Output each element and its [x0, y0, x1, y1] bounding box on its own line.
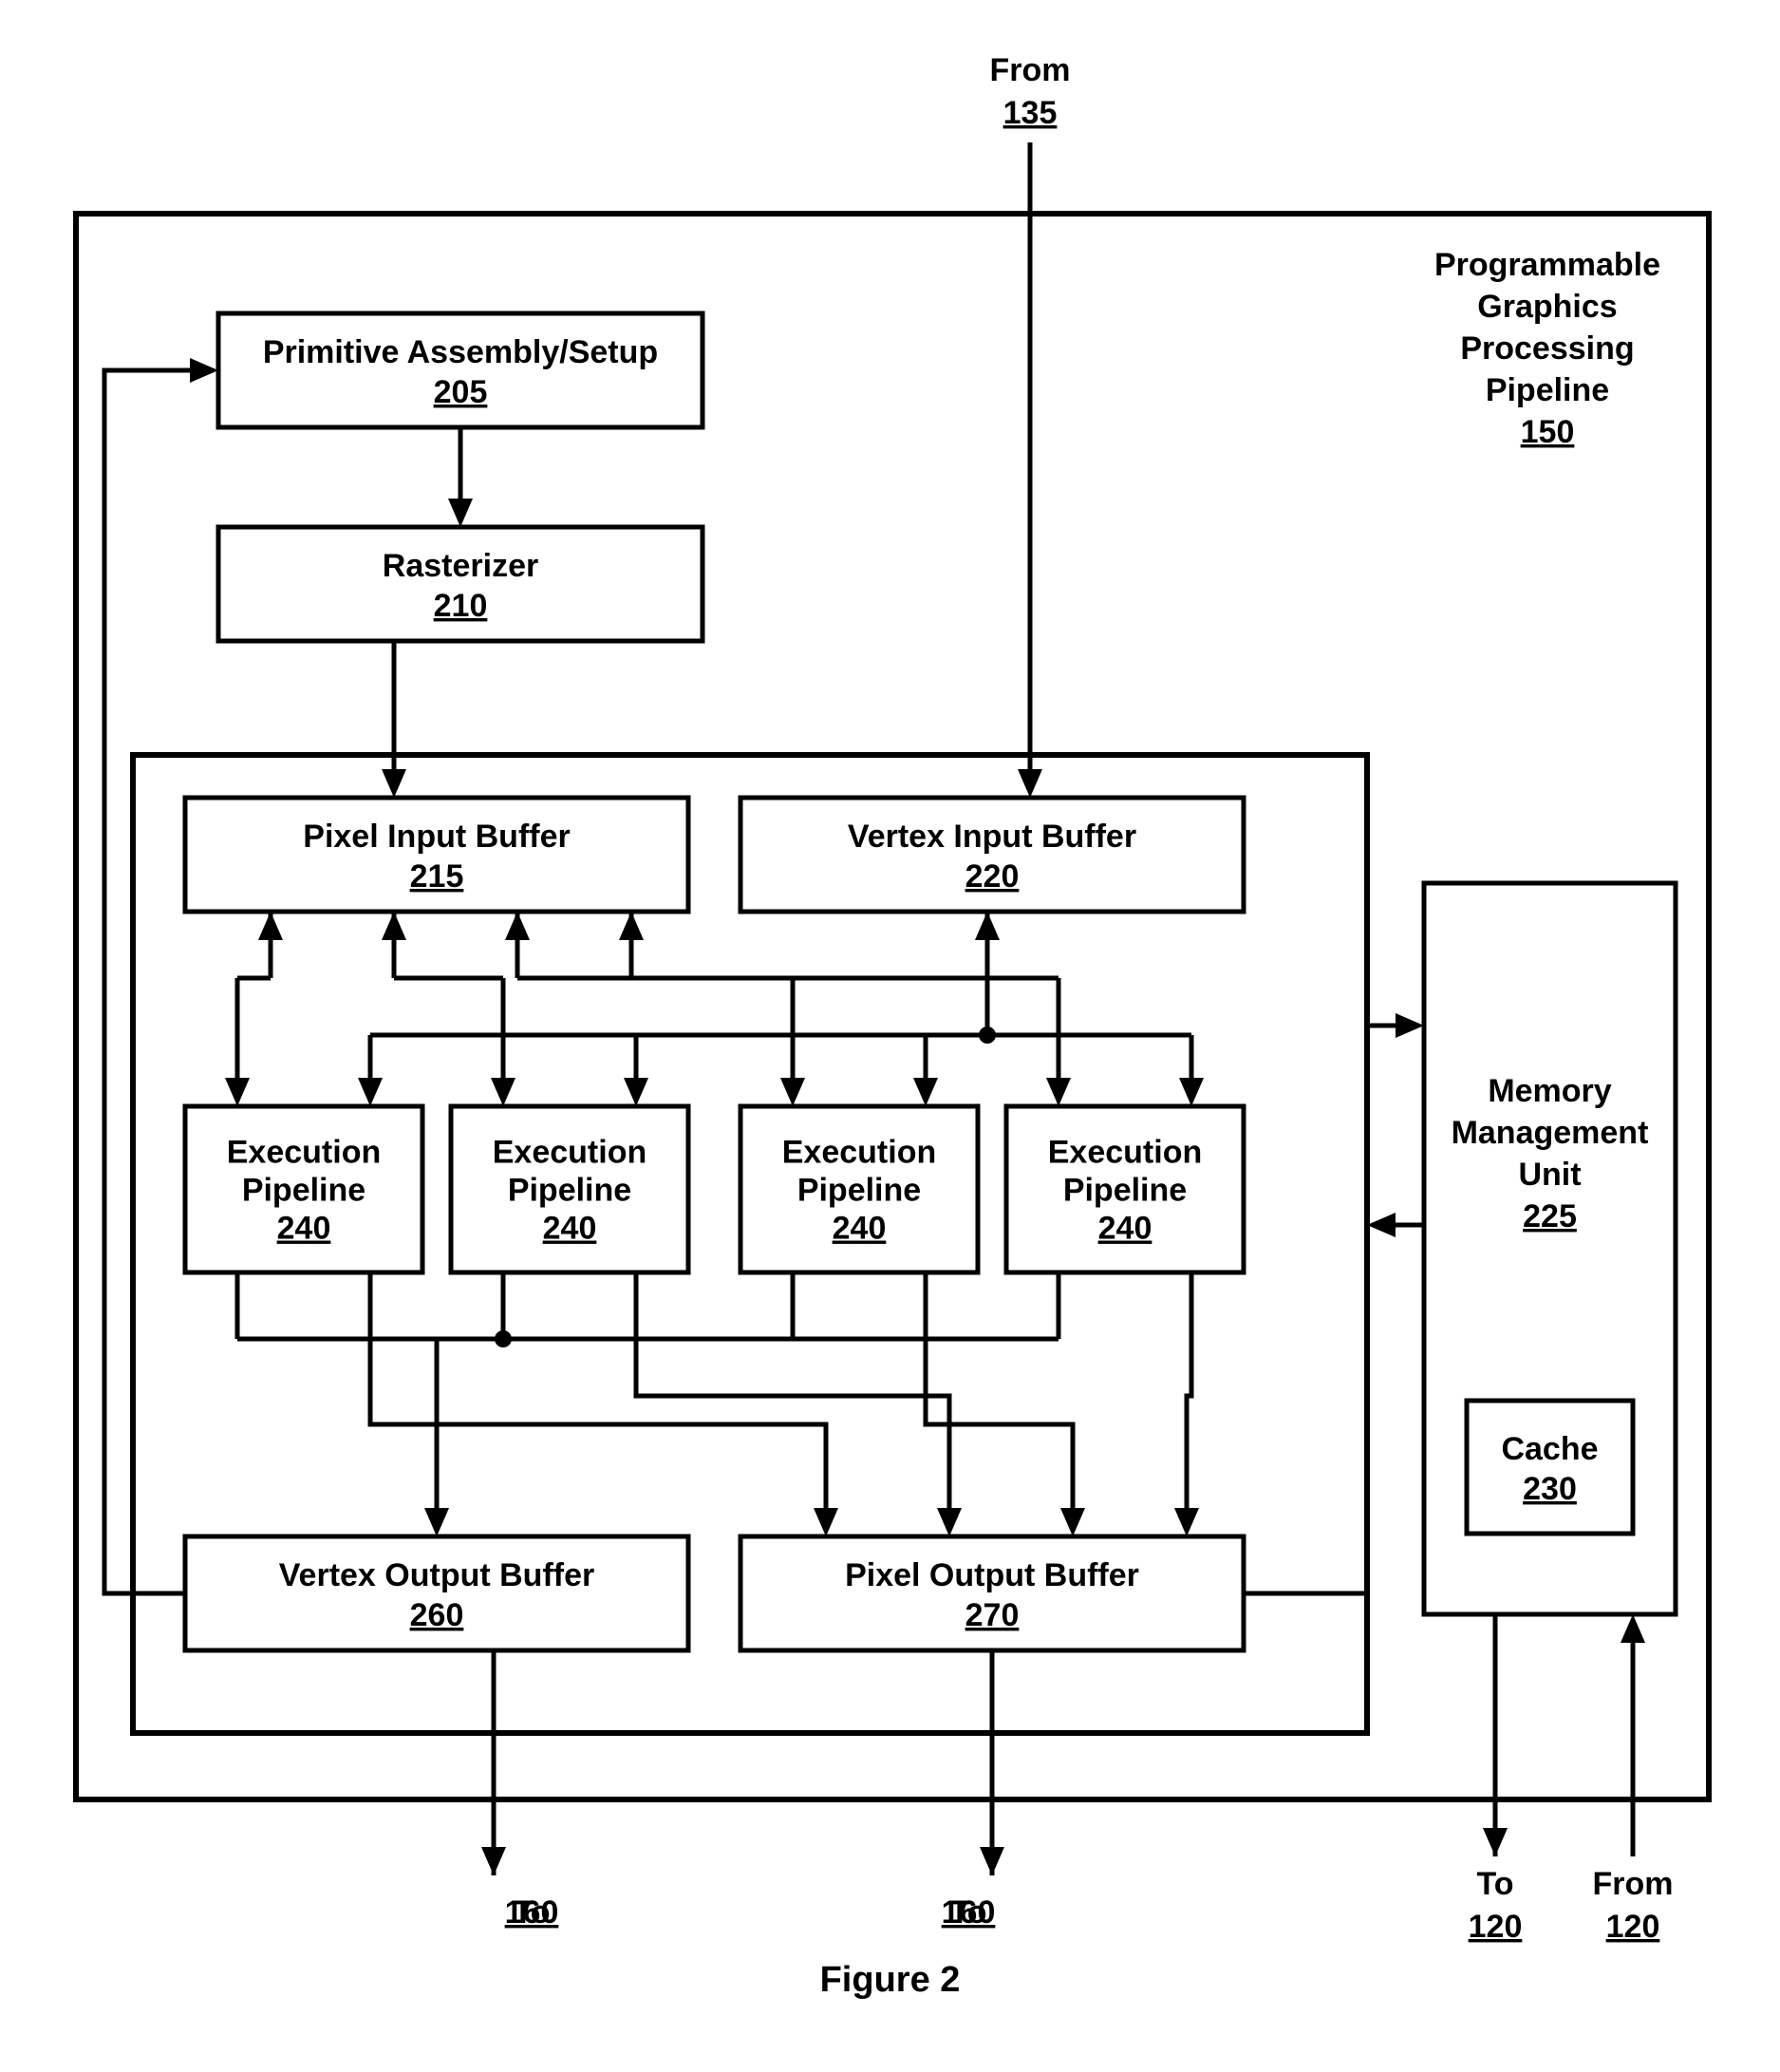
rasterizer-box — [218, 527, 703, 641]
vertex-output-buffer-box-ref: 260 — [410, 1597, 464, 1633]
pipeline-title: Processing — [1460, 330, 1634, 367]
mmu-title: Memory — [1488, 1073, 1611, 1109]
to-160-right-ref: 160 — [942, 1894, 996, 1931]
primitive-assembly-box-ref: 205 — [434, 374, 488, 410]
execution-pipeline-1-box-title: Execution — [227, 1135, 381, 1171]
from-135-ref: 135 — [1003, 95, 1058, 131]
vertex-input-buffer-box-title: Vertex Input Buffer — [848, 819, 1136, 855]
execution-pipeline-1-box-ref: 240 — [277, 1211, 331, 1247]
pixel-input-buffer-box-title: Pixel Input Buffer — [303, 819, 570, 855]
vertex-output-buffer-box-title: Vertex Output Buffer — [279, 1557, 594, 1593]
from-135-label: From — [990, 52, 1071, 88]
cache-box — [1467, 1401, 1633, 1534]
execution-pipeline-3-box-title: Pipeline — [797, 1173, 921, 1209]
primitive-assembly-box — [218, 313, 703, 427]
execution-pipeline-1-box-title: Pipeline — [242, 1173, 365, 1209]
pixel-input-buffer-box-ref: 215 — [410, 858, 464, 895]
execution-pipeline-2-box-ref: 240 — [543, 1211, 597, 1247]
pipeline-ref: 150 — [1521, 414, 1575, 450]
vertex-input-buffer-box — [740, 798, 1244, 912]
execution-pipeline-3-box-title: Execution — [782, 1135, 936, 1171]
execution-pipeline-4-box-title: Pipeline — [1063, 1173, 1187, 1209]
pipeline-title: Graphics — [1477, 289, 1617, 325]
mmu-ref: 225 — [1523, 1198, 1577, 1234]
figure-title: Figure 2 — [820, 1960, 961, 2000]
rasterizer-box-ref: 210 — [434, 588, 488, 624]
execution-pipeline-4-box-ref: 240 — [1098, 1211, 1152, 1247]
to-160-left-ref: 160 — [505, 1894, 559, 1931]
to-120-ref: 120 — [1469, 1909, 1523, 1945]
execution-pipeline-2-box-title: Execution — [493, 1135, 646, 1171]
execution-pipeline-4-box-title: Execution — [1048, 1135, 1202, 1171]
from-120-ref: 120 — [1606, 1909, 1660, 1945]
pipeline-title: Programmable — [1434, 247, 1660, 283]
cache-box-title: Cache — [1501, 1431, 1598, 1467]
pixel-output-buffer-box — [740, 1536, 1244, 1650]
mmu-title: Management — [1452, 1115, 1649, 1151]
vertex-output-buffer-box — [185, 1536, 688, 1650]
pipeline-title: Pipeline — [1486, 372, 1609, 408]
pixel-input-buffer-box — [185, 798, 688, 912]
cache-box-ref: 230 — [1523, 1471, 1577, 1507]
execution-pipeline-2-box-title: Pipeline — [508, 1173, 631, 1209]
pixel-output-buffer-box-title: Pixel Output Buffer — [845, 1557, 1139, 1593]
execution-pipeline-3-box-ref: 240 — [833, 1211, 887, 1247]
to-120-label: To — [1476, 1866, 1513, 1902]
pixel-output-buffer-box-ref: 270 — [965, 1597, 1020, 1633]
rasterizer-box-title: Rasterizer — [383, 548, 538, 584]
vertex-input-buffer-box-ref: 220 — [965, 858, 1020, 895]
mmu-title: Unit — [1518, 1157, 1581, 1193]
from-120-label: From — [1593, 1866, 1674, 1902]
primitive-assembly-box-title: Primitive Assembly/Setup — [263, 334, 658, 370]
